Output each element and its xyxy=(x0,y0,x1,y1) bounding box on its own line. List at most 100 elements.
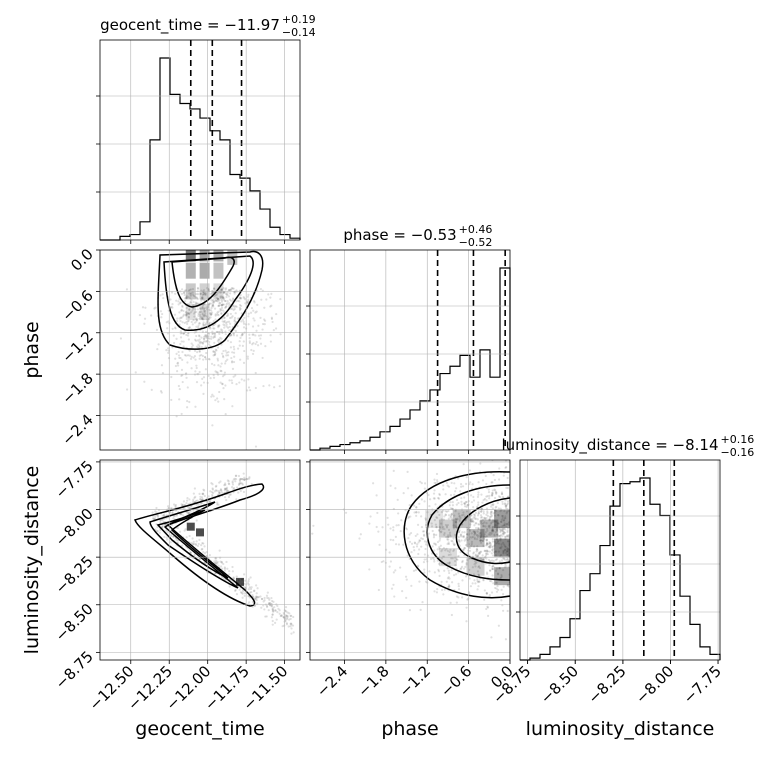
panel-geocent_time-vs-phase-point xyxy=(224,299,227,303)
panel-phase-vs-luminosity_distance-point xyxy=(466,533,469,536)
panel-geocent_time-vs-phase-point xyxy=(230,379,233,382)
panel-geocent_time-vs-phase-point xyxy=(220,295,223,298)
panel-phase-vs-luminosity_distance-point xyxy=(507,550,510,553)
panel-phase-vs-luminosity_distance-point xyxy=(480,550,483,553)
panel-geocent_time-vs-phase-point xyxy=(211,393,214,396)
panel-geocent_time-vs-phase-point xyxy=(213,353,216,357)
panel-geocent_time-vs-phase-point xyxy=(181,380,184,384)
panel-geocent_time-vs-phase-point xyxy=(238,300,241,303)
panel-phase-vs-luminosity_distance-point xyxy=(465,505,468,508)
panel-phase-vs-luminosity_distance-point xyxy=(441,527,444,530)
panel-geocent_time-vs-phase-point xyxy=(198,322,201,325)
panel-geocent_time-vs-luminosity_distance-point xyxy=(172,517,175,520)
panel-geocent_time-vs-phase-point xyxy=(200,298,203,301)
panel-phase-vs-luminosity_distance-point xyxy=(437,497,441,500)
panel-phase-vs-luminosity_distance-point xyxy=(436,516,439,519)
panel-geocent_time-vs-phase-point xyxy=(196,286,200,290)
panel-phase-vs-luminosity_distance-point xyxy=(457,538,460,542)
panel-phase-vs-luminosity_distance-point xyxy=(463,502,467,506)
panel-phase-vs-luminosity_distance-point xyxy=(495,505,498,508)
panel-geocent_time-vs-phase-point xyxy=(177,303,180,306)
panel-geocent_time-vs-phase-point xyxy=(208,332,211,335)
panel-geocent_time-vs-phase-point xyxy=(250,348,253,352)
panel-geocent_time-vs-luminosity_distance-point xyxy=(284,614,287,617)
panel-phase-vs-luminosity_distance-point xyxy=(499,529,502,533)
panel-geocent_time-vs-phase-point xyxy=(261,322,265,326)
xtick-label-phase-0: −2.4 xyxy=(313,662,351,700)
panel-phase-vs-luminosity_distance-density-cell xyxy=(438,519,457,538)
panel-geocent_time-vs-luminosity_distance-point xyxy=(231,486,234,489)
panel-phase-vs-luminosity_distance-point xyxy=(433,489,436,492)
panel-geocent_time-vs-phase-point xyxy=(243,316,246,319)
panel-phase-vs-luminosity_distance-point xyxy=(392,529,395,532)
panel-phase-vs-luminosity_distance-point xyxy=(477,512,480,515)
panel-phase-vs-luminosity_distance-point xyxy=(495,538,498,541)
panel-geocent_time-vs-phase-point xyxy=(231,405,234,408)
panel-phase-vs-luminosity_distance-point xyxy=(487,545,490,549)
panel-geocent_time-vs-luminosity_distance-point xyxy=(241,478,244,481)
panel-geocent_time-vs-phase-density-cell xyxy=(199,304,210,321)
panel-geocent_time-vs-phase-point xyxy=(279,333,282,336)
panel-geocent_time-vs-phase-point xyxy=(204,368,207,371)
panel-geocent_time-vs-phase-point xyxy=(178,311,181,314)
panel-phase-vs-luminosity_distance-point xyxy=(503,502,507,505)
panel-geocent_time-vs-phase-point xyxy=(182,309,185,313)
panel-phase-vs-luminosity_distance-point xyxy=(505,548,508,551)
panel-geocent_time-vs-luminosity_distance-point xyxy=(225,486,229,489)
panel-phase-vs-luminosity_distance-point xyxy=(480,520,483,523)
panel-phase-vs-luminosity_distance-point xyxy=(445,526,449,529)
panel-geocent_time-vs-luminosity_distance-point xyxy=(161,525,164,529)
panel-geocent_time-vs-luminosity_distance-point xyxy=(271,607,274,610)
panel-geocent_time-vs-phase-point xyxy=(204,309,207,313)
panel-phase-vs-luminosity_distance-point xyxy=(444,549,447,552)
panel-phase-vs-luminosity_distance-point xyxy=(428,504,431,508)
panel-phase-vs-luminosity_distance-point xyxy=(491,545,494,549)
panel-geocent_time-vs-luminosity_distance-point xyxy=(231,481,234,484)
panel-geocent_time-vs-phase-point xyxy=(234,321,237,324)
panel-geocent_time-vs-luminosity_distance-point xyxy=(216,501,219,504)
panel-geocent_time-vs-luminosity_distance-point xyxy=(163,535,166,539)
panel-geocent_time-vs-phase-point xyxy=(175,352,178,356)
panel-geocent_time-vs-phase-point xyxy=(191,293,195,296)
panel-geocent_time-vs-phase-point xyxy=(225,314,229,318)
panel-phase-vs-luminosity_distance-point xyxy=(460,565,464,568)
panel-phase-vs-luminosity_distance-point xyxy=(506,534,509,537)
panel-geocent_time-vs-phase-point xyxy=(228,289,232,292)
panel-geocent_time-vs-phase-point xyxy=(220,288,224,291)
panel-phase-vs-luminosity_distance-point xyxy=(495,567,499,570)
panel-geocent_time-vs-phase-point xyxy=(197,326,200,329)
xaxis-label-luminosity_distance: luminosity_distance xyxy=(526,718,715,740)
panel-geocent_time-vs-phase-point xyxy=(233,292,236,295)
panel-geocent_time-vs-phase-point xyxy=(219,301,222,305)
panel-phase-vs-luminosity_distance-point xyxy=(507,548,510,551)
panel-phase-vs-luminosity_distance-point xyxy=(503,557,506,560)
ytick-label-phase-2: −1.2 xyxy=(58,328,96,366)
panel-phase-vs-luminosity_distance-point xyxy=(461,531,464,534)
panel-geocent_time-vs-phase-point xyxy=(202,358,205,361)
panel-phase-vs-luminosity_distance-point xyxy=(492,474,495,477)
panel-phase-vs-luminosity_distance-point xyxy=(470,501,474,504)
panel-geocent_time-vs-luminosity_distance-point xyxy=(285,615,288,618)
panel-geocent_time-vs-phase-point xyxy=(226,293,229,297)
panel-phase-vs-luminosity_distance-point xyxy=(494,509,497,512)
panel-geocent_time-vs-phase-point xyxy=(224,330,227,333)
panel-geocent_time-vs-phase-point xyxy=(248,337,251,340)
panel-geocent_time-vs-luminosity_distance-point xyxy=(241,592,244,595)
panel-phase-vs-luminosity_distance-point xyxy=(504,505,507,508)
panel-geocent_time-vs-luminosity_distance-point xyxy=(174,506,177,509)
panel-phase-vs-luminosity_distance-point xyxy=(431,545,434,548)
panel-phase-vs-luminosity_distance-point xyxy=(479,521,482,524)
panel-phase-vs-luminosity_distance-point xyxy=(482,558,485,561)
panel-geocent_time-vs-luminosity_distance-point xyxy=(195,499,198,502)
panel-phase-vs-luminosity_distance-point xyxy=(473,532,476,535)
panel-phase-vs-luminosity_distance-point xyxy=(493,519,496,523)
panel-phase-vs-luminosity_distance-point xyxy=(432,497,435,500)
panel-geocent_time-vs-phase-point xyxy=(209,316,212,319)
panel-geocent_time-vs-luminosity_distance-point xyxy=(219,489,222,492)
panel-phase-vs-luminosity_distance-point xyxy=(473,560,477,563)
panel-phase-vs-luminosity_distance-point xyxy=(455,595,459,598)
panel-geocent_time-vs-luminosity_distance-point xyxy=(247,578,251,581)
panel-geocent_time-vs-phase-point xyxy=(222,386,225,390)
panel-geocent_time-vs-phase-point xyxy=(229,341,233,344)
panel-geocent_time-vs-phase-point xyxy=(198,310,201,314)
